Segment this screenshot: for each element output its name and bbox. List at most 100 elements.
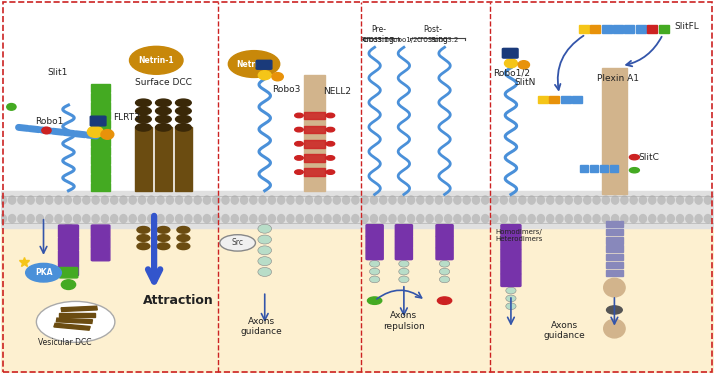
Bar xyxy=(647,25,657,34)
Ellipse shape xyxy=(18,196,25,204)
FancyBboxPatch shape xyxy=(501,225,521,237)
Ellipse shape xyxy=(695,196,702,204)
Ellipse shape xyxy=(296,215,303,223)
Text: Axons
guidance: Axons guidance xyxy=(543,321,586,340)
Ellipse shape xyxy=(277,215,285,223)
Ellipse shape xyxy=(137,227,150,233)
FancyBboxPatch shape xyxy=(501,261,521,274)
Bar xyxy=(561,96,571,103)
Ellipse shape xyxy=(111,215,118,223)
Ellipse shape xyxy=(0,215,6,223)
Ellipse shape xyxy=(287,196,294,204)
Ellipse shape xyxy=(9,196,16,204)
Ellipse shape xyxy=(268,196,275,204)
Ellipse shape xyxy=(87,126,103,137)
Ellipse shape xyxy=(603,278,625,297)
Text: Netrin-1: Netrin-1 xyxy=(139,56,174,65)
Ellipse shape xyxy=(136,99,152,107)
Ellipse shape xyxy=(36,215,44,223)
FancyBboxPatch shape xyxy=(366,248,383,260)
Ellipse shape xyxy=(454,215,461,223)
Ellipse shape xyxy=(556,215,563,223)
Ellipse shape xyxy=(695,215,702,223)
Bar xyxy=(606,221,623,227)
Ellipse shape xyxy=(463,196,470,204)
Ellipse shape xyxy=(231,215,238,223)
Ellipse shape xyxy=(74,196,81,204)
Ellipse shape xyxy=(368,297,382,304)
Bar xyxy=(1,191,714,228)
Ellipse shape xyxy=(333,215,340,223)
Ellipse shape xyxy=(435,196,443,204)
Ellipse shape xyxy=(324,196,331,204)
Ellipse shape xyxy=(440,260,450,267)
Ellipse shape xyxy=(370,260,380,267)
Bar xyxy=(606,254,623,260)
Ellipse shape xyxy=(175,116,191,123)
Ellipse shape xyxy=(574,215,581,223)
Ellipse shape xyxy=(505,59,518,68)
Bar xyxy=(92,183,110,191)
Ellipse shape xyxy=(175,99,191,107)
Ellipse shape xyxy=(500,215,508,223)
Ellipse shape xyxy=(220,235,255,251)
FancyBboxPatch shape xyxy=(92,237,110,249)
Ellipse shape xyxy=(129,46,183,74)
Bar xyxy=(155,128,172,191)
Text: Slit1: Slit1 xyxy=(47,68,67,77)
Text: Attraction: Attraction xyxy=(144,294,214,307)
Text: NELL2: NELL2 xyxy=(323,87,351,96)
Ellipse shape xyxy=(611,196,618,204)
Bar xyxy=(92,165,110,173)
FancyBboxPatch shape xyxy=(92,249,110,261)
Ellipse shape xyxy=(41,127,51,134)
Ellipse shape xyxy=(676,196,684,204)
Ellipse shape xyxy=(611,215,618,223)
Bar xyxy=(92,156,110,164)
Ellipse shape xyxy=(621,196,628,204)
Ellipse shape xyxy=(175,196,182,204)
Ellipse shape xyxy=(639,215,646,223)
Ellipse shape xyxy=(156,99,172,107)
Ellipse shape xyxy=(435,215,443,223)
Ellipse shape xyxy=(295,141,303,146)
Ellipse shape xyxy=(510,196,517,204)
Bar xyxy=(1,209,714,373)
Bar xyxy=(92,102,110,110)
Ellipse shape xyxy=(361,215,368,223)
Ellipse shape xyxy=(240,215,247,223)
Ellipse shape xyxy=(361,196,368,204)
Ellipse shape xyxy=(510,215,517,223)
Ellipse shape xyxy=(64,196,72,204)
Bar xyxy=(580,165,588,172)
Ellipse shape xyxy=(528,196,536,204)
Ellipse shape xyxy=(408,196,415,204)
Ellipse shape xyxy=(606,306,622,314)
Ellipse shape xyxy=(482,215,489,223)
Ellipse shape xyxy=(258,257,272,266)
Ellipse shape xyxy=(593,215,600,223)
Ellipse shape xyxy=(565,215,572,223)
Ellipse shape xyxy=(326,170,335,174)
Ellipse shape xyxy=(0,196,6,204)
Bar xyxy=(572,96,582,103)
Ellipse shape xyxy=(380,215,387,223)
Ellipse shape xyxy=(658,196,665,204)
Ellipse shape xyxy=(473,196,480,204)
Ellipse shape xyxy=(602,215,609,223)
Ellipse shape xyxy=(6,104,16,110)
Ellipse shape xyxy=(184,196,192,204)
Ellipse shape xyxy=(305,215,312,223)
Text: SlitN: SlitN xyxy=(515,77,536,86)
Ellipse shape xyxy=(175,215,182,223)
Bar xyxy=(61,306,97,312)
Ellipse shape xyxy=(136,107,152,115)
Ellipse shape xyxy=(686,196,693,204)
Ellipse shape xyxy=(326,141,335,146)
Ellipse shape xyxy=(250,196,257,204)
Bar xyxy=(659,25,669,34)
FancyBboxPatch shape xyxy=(59,237,79,250)
FancyBboxPatch shape xyxy=(59,267,78,278)
Ellipse shape xyxy=(438,297,452,304)
Ellipse shape xyxy=(667,196,674,204)
